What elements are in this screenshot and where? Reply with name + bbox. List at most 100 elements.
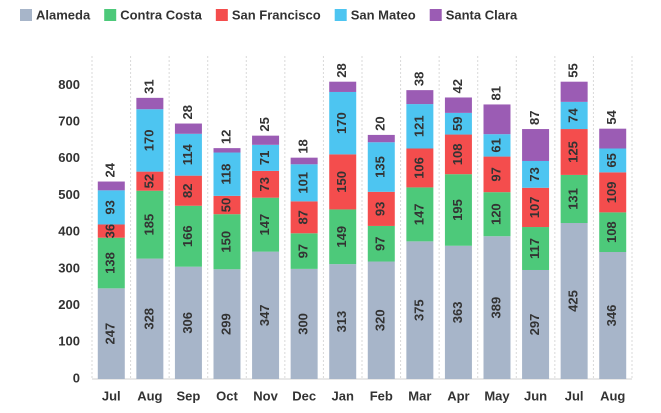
data-label: 52 <box>141 174 156 188</box>
data-label: 36 <box>103 224 118 238</box>
data-label: 306 <box>180 312 195 334</box>
data-label: 97 <box>488 167 503 181</box>
bar-segment <box>213 195 241 215</box>
bar-segment <box>329 209 357 265</box>
bar-segment <box>136 258 164 379</box>
data-label: 71 <box>257 151 272 165</box>
bar-segment <box>560 101 588 130</box>
legend-swatch <box>104 9 117 21</box>
bar-segment <box>406 187 434 242</box>
bar-segment <box>97 224 125 238</box>
bar-segment <box>174 133 202 176</box>
bar-segment <box>522 160 550 188</box>
data-label: 28 <box>180 105 195 119</box>
y-tick-label: 0 <box>73 370 80 385</box>
data-label: 59 <box>450 116 465 130</box>
bar-segment <box>329 264 357 379</box>
data-label: 120 <box>488 203 503 225</box>
bar-segment <box>174 123 202 134</box>
y-tick-label: 800 <box>58 77 80 92</box>
data-label: 65 <box>604 153 619 167</box>
bar-segment <box>290 164 318 202</box>
bar-segment <box>252 197 280 252</box>
data-label: 300 <box>296 313 311 335</box>
bar-segment <box>560 129 588 175</box>
bar-segment <box>136 190 164 259</box>
data-label: 106 <box>411 157 426 179</box>
data-label: 135 <box>373 156 388 178</box>
data-label: 131 <box>566 188 581 210</box>
x-tick-label: Aug <box>137 388 162 403</box>
data-label: 150 <box>334 171 349 193</box>
bar-segment <box>599 148 627 173</box>
bar-segment <box>252 170 280 198</box>
data-label: 150 <box>218 231 233 253</box>
bar-segment <box>174 266 202 379</box>
bar-segment <box>560 174 588 224</box>
bar-segment <box>290 268 318 379</box>
x-tick-label: Oct <box>216 388 238 403</box>
data-label: 109 <box>604 182 619 204</box>
bar-segment <box>444 97 472 113</box>
data-label: 50 <box>218 198 233 212</box>
bar-segment <box>406 148 434 188</box>
x-tick-label: Mar <box>408 388 431 403</box>
data-label: 297 <box>527 314 542 336</box>
y-tick-label: 500 <box>58 187 80 202</box>
data-label: 108 <box>604 221 619 243</box>
bar-segment <box>560 223 588 379</box>
bar-segment <box>522 269 550 379</box>
bar-segment <box>213 214 241 270</box>
legend-label: San Mateo <box>351 7 416 22</box>
data-label: 346 <box>604 305 619 327</box>
data-label: 170 <box>141 130 156 152</box>
bar-segment <box>483 192 511 237</box>
data-label: 108 <box>450 144 465 166</box>
bar-segment <box>522 129 550 161</box>
legend-label: Alameda <box>36 7 91 22</box>
data-label: 87 <box>296 210 311 224</box>
data-label: 149 <box>334 226 349 248</box>
y-tick-label: 700 <box>58 114 80 129</box>
bar-segment <box>367 134 395 143</box>
bar-segment <box>97 237 125 289</box>
bar-segment <box>406 104 434 149</box>
legend-swatch <box>429 9 442 21</box>
data-label: 12 <box>218 130 233 144</box>
x-tick-label: Apr <box>447 388 469 403</box>
x-tick-label: Sep <box>177 388 201 403</box>
legend-label: San Francisco <box>232 7 321 22</box>
y-tick-label: 400 <box>58 224 80 239</box>
bar-segment <box>444 134 472 175</box>
x-tick-label: May <box>484 388 510 403</box>
data-label: 121 <box>411 115 426 137</box>
bar-segment <box>522 227 550 270</box>
bar-segment <box>136 109 164 172</box>
bar-segment <box>406 241 434 379</box>
bar-segment <box>406 90 434 105</box>
legend-swatch <box>20 9 32 21</box>
bar-segment <box>97 181 125 191</box>
x-tick-label: Feb <box>370 388 393 403</box>
legend-swatch <box>334 9 347 21</box>
data-label: 114 <box>180 143 195 165</box>
data-label: 87 <box>527 111 542 125</box>
data-label: 347 <box>257 304 272 326</box>
bar-segment <box>329 81 357 92</box>
data-label: 38 <box>411 72 426 86</box>
bar-segment <box>483 156 511 193</box>
x-tick-label: Nov <box>253 388 278 403</box>
bar-segment <box>599 172 627 213</box>
data-label: 82 <box>180 183 195 197</box>
data-label: 107 <box>527 197 542 219</box>
data-label: 147 <box>411 204 426 226</box>
bar-segment <box>444 245 472 379</box>
data-label: 31 <box>141 79 156 93</box>
bar-segment <box>367 142 395 192</box>
data-label: 101 <box>296 172 311 194</box>
bar-segment <box>213 269 241 379</box>
data-label: 93 <box>103 200 118 214</box>
legend-label: Santa Clara <box>446 7 518 22</box>
x-tick-label: Jun <box>524 388 547 403</box>
bar-segment <box>444 174 472 246</box>
